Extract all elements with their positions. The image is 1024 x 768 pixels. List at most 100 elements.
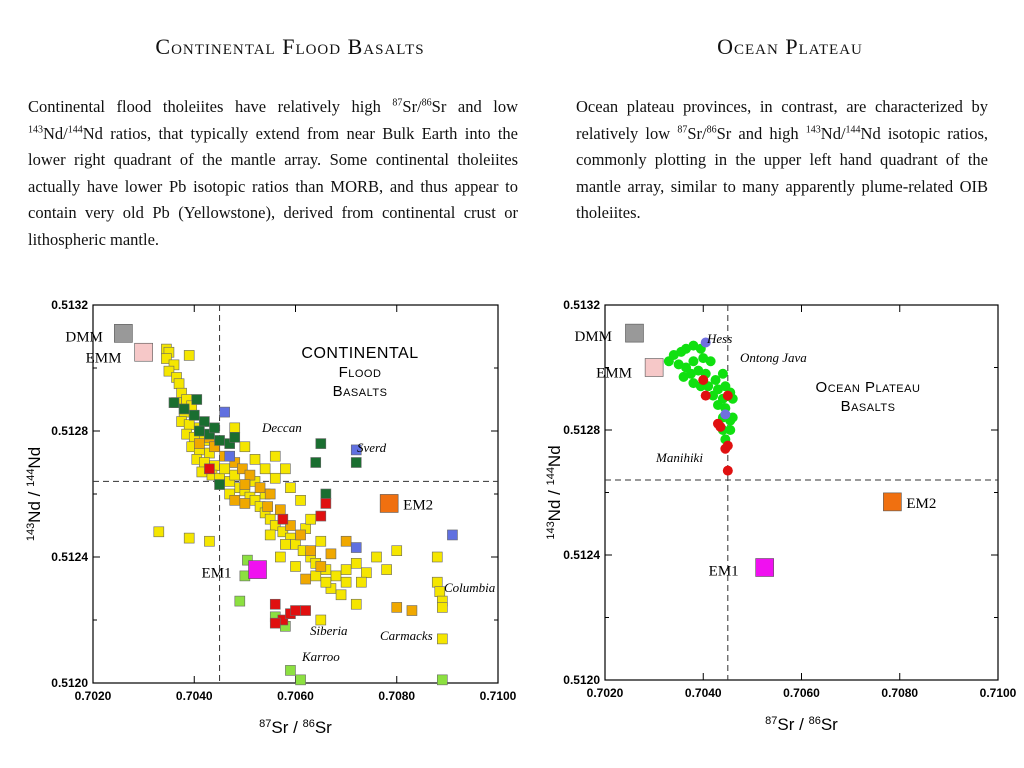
data-point-yellow	[173, 378, 185, 390]
data-point-yellow	[239, 441, 251, 453]
data-point-yellow	[269, 450, 281, 462]
plot-title-line: Flood	[339, 364, 382, 381]
annotation-columbia: Columbia	[444, 580, 496, 595]
data-point-orange	[300, 573, 311, 585]
data-point-green	[688, 356, 699, 367]
y-tick-label: 0.5124	[563, 548, 600, 562]
annotation-manihiki: Manihiki	[655, 450, 703, 465]
endmember-dmm-marker	[625, 323, 644, 343]
endmember-dmm-marker	[114, 324, 133, 343]
annotation-karroo: Karroo	[301, 649, 340, 664]
data-point-yellow	[356, 576, 367, 588]
endmember-em1-label: EM1	[202, 566, 232, 582]
left-paragraph: Continental flood tholeiites have relati…	[28, 97, 518, 249]
endmember-dmm-label: DMM	[65, 329, 103, 345]
data-point-yellow	[361, 567, 372, 579]
data-point-green	[725, 425, 736, 435]
data-point-orange	[391, 602, 403, 613]
data-point-red	[715, 421, 726, 432]
data-point-lightgreen	[295, 674, 306, 686]
annotation-carmacks: Carmacks	[380, 628, 433, 643]
x-tick-label: 0.7060	[783, 686, 820, 700]
data-point-yellow	[285, 482, 296, 493]
x-tick-label: 0.7040	[685, 686, 722, 700]
x-tick-label: 0.7040	[176, 689, 213, 703]
x-tick-label: 0.7080	[881, 686, 918, 700]
data-point-green	[663, 356, 674, 367]
data-point-lightgreen	[242, 554, 253, 566]
data-point-blue	[350, 542, 362, 553]
data-point-yellow	[229, 422, 241, 434]
endmember-dmm-label: DMM	[574, 329, 612, 345]
data-point-yellow	[275, 551, 286, 563]
data-point-red	[722, 465, 733, 476]
data-point-yellow	[264, 529, 276, 541]
data-point-darkgreen	[209, 422, 220, 434]
y-axis-label: 143Nd / 144Nd	[25, 447, 44, 541]
endmember-em2-label: EM2	[403, 497, 433, 513]
endmember-em1-label: EM1	[709, 564, 739, 580]
data-point-darkgreen	[188, 409, 200, 421]
data-point-yellow	[340, 564, 352, 575]
plot-title-line: Ocean Plateau	[816, 379, 921, 396]
data-point-yellow	[280, 539, 291, 550]
data-point-yellow	[315, 614, 327, 626]
endmember-em2-label: EM2	[906, 496, 936, 512]
data-point-darkgreen	[310, 457, 322, 468]
data-point-orange	[194, 438, 205, 449]
y-tick-label: 0.5124	[51, 550, 88, 564]
data-point-orange	[237, 463, 248, 475]
data-point-orange	[275, 504, 286, 516]
endmember-emm-label: EMM	[86, 350, 122, 366]
data-point-darkgreen	[229, 432, 241, 443]
data-point-green	[710, 375, 721, 385]
data-point-orange	[340, 535, 352, 547]
data-point-red	[204, 463, 215, 475]
data-point-darkgreen	[320, 488, 332, 500]
right-heading: Ocean Plateau	[717, 34, 863, 59]
endmember-em2-marker	[883, 492, 902, 512]
data-point-red	[300, 605, 311, 616]
data-point-blue	[700, 337, 711, 348]
x-tick-label: 0.7020	[587, 686, 624, 700]
data-point-lightgreen	[285, 665, 296, 676]
data-point-orange	[325, 548, 337, 560]
data-point-yellow	[249, 454, 261, 465]
data-point-red	[290, 605, 301, 616]
data-point-orange	[244, 469, 256, 481]
data-point-darkgreen	[194, 425, 205, 437]
data-point-blue	[720, 409, 731, 420]
data-point-darkgreen	[214, 435, 225, 446]
data-point-orange	[229, 495, 241, 506]
y-tick-label: 0.5120	[563, 673, 600, 687]
continental-flood-basalt-plot: 0.7020 0.7040 0.7060 0.7080 0.7100 0.5120 0.51…	[25, 298, 517, 737]
data-point-orange	[239, 498, 251, 509]
x-tick-label: 0.7100	[480, 689, 517, 703]
plot-frame	[92, 304, 499, 684]
data-point-orange	[315, 561, 327, 572]
data-point-darkgreen	[199, 416, 210, 427]
data-point-yellow	[183, 350, 195, 361]
data-point-red	[722, 390, 733, 401]
data-point-yellow	[229, 469, 241, 481]
endmember-emm-marker	[134, 342, 153, 362]
x-tick-label: 0.7100	[980, 686, 1017, 700]
data-point-red	[269, 617, 281, 629]
data-point-blue	[350, 444, 362, 456]
data-point-yellow	[280, 463, 291, 475]
annotation-deccan: Deccan	[261, 420, 302, 435]
data-point-orange	[285, 520, 296, 531]
data-point-yellow	[153, 526, 165, 538]
data-point-yellow	[320, 576, 332, 588]
data-point-darkgreen	[178, 403, 190, 415]
y-tick-label: 0.5128	[51, 424, 88, 438]
data-point-darkgreen	[168, 397, 180, 408]
data-point-blue	[447, 529, 458, 541]
data-point-orange	[262, 501, 273, 512]
right-paragraph: Ocean plateau provinces, in contrast, ar…	[576, 97, 988, 222]
endmember-em1-marker	[755, 558, 774, 577]
data-point-yellow	[350, 598, 362, 610]
data-point-darkgreen	[350, 457, 362, 468]
data-point-yellow	[310, 570, 322, 582]
data-point-yellow	[431, 576, 443, 588]
